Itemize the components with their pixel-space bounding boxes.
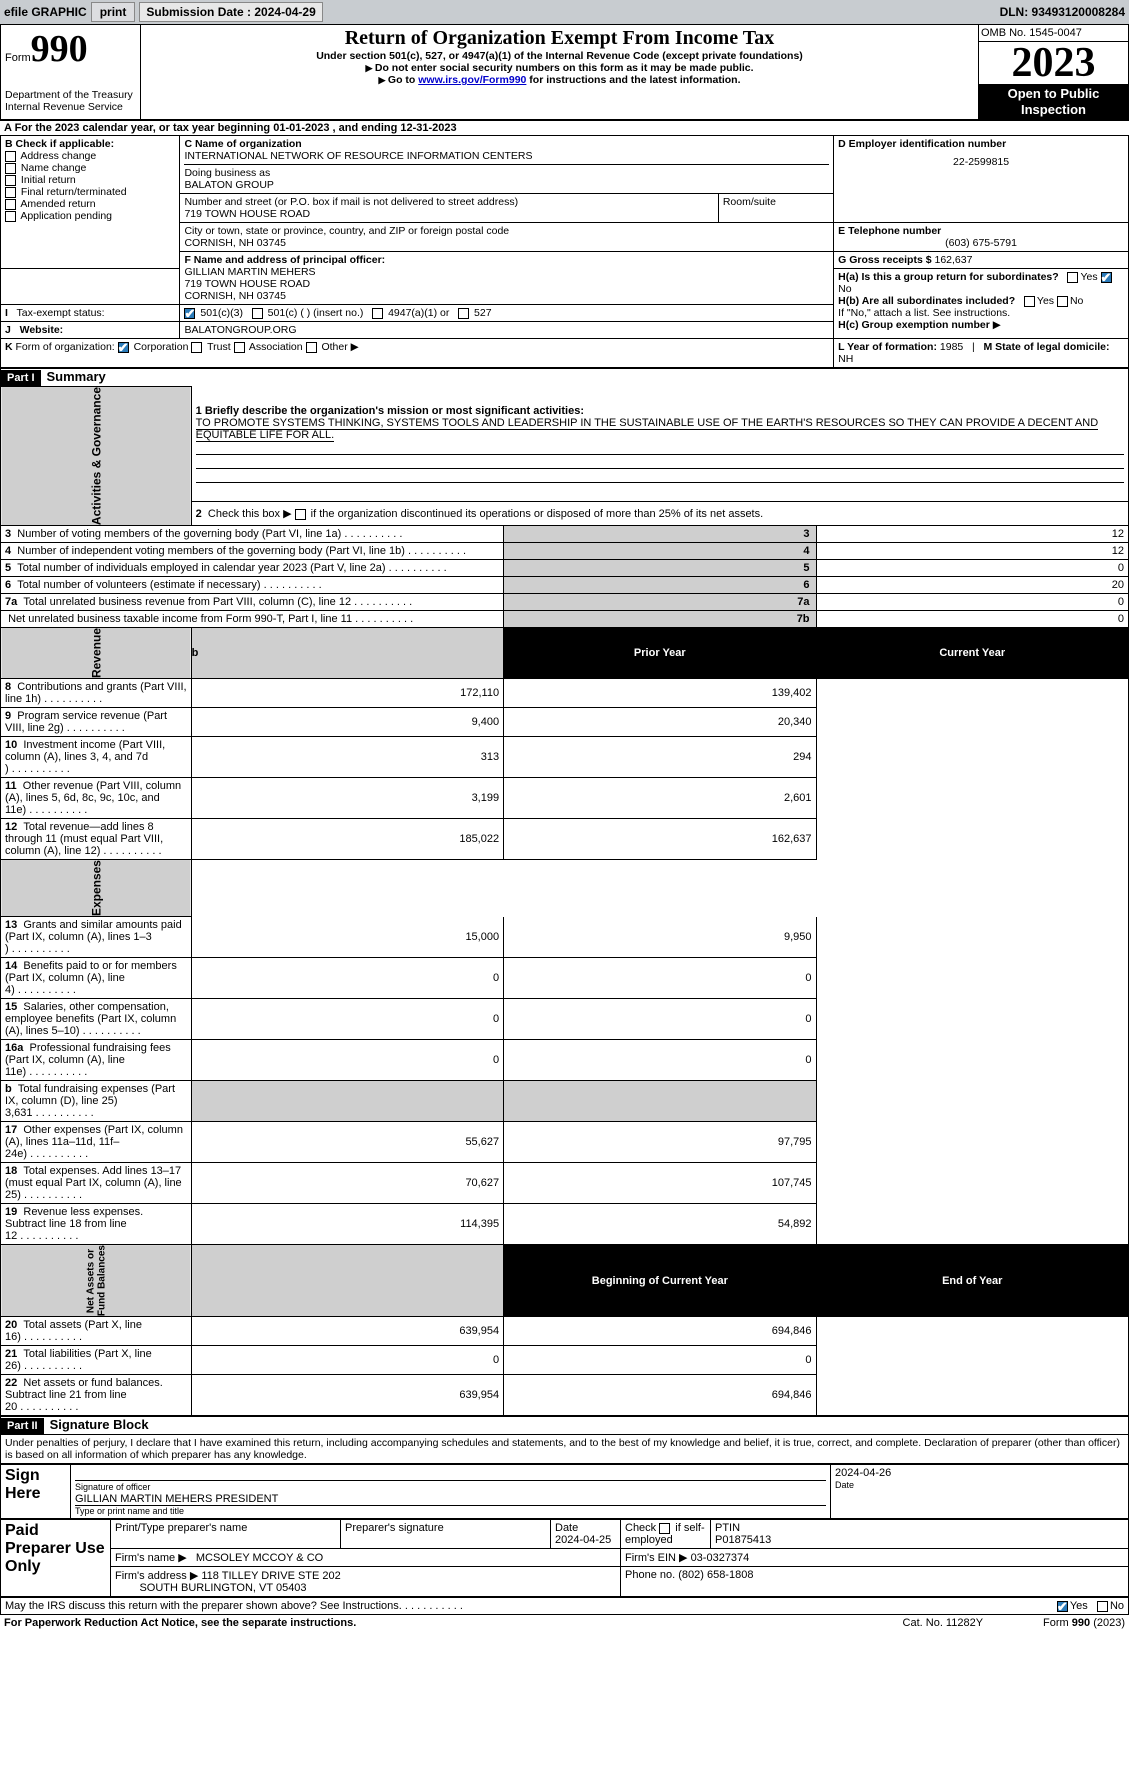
officer-addr2: CORNISH, NH 03745 bbox=[184, 290, 286, 302]
check-item: Address change bbox=[5, 150, 175, 162]
main-info-block: B Check if applicable: Address change Na… bbox=[0, 135, 1129, 368]
part-i-bar: Part I bbox=[1, 370, 41, 386]
row-m-label: M State of legal domicile: bbox=[983, 341, 1109, 353]
vlabel-exp: Expenses bbox=[1, 860, 192, 917]
col-end: End of Year bbox=[816, 1245, 1128, 1317]
discuss-row: May the IRS discuss this return with the… bbox=[0, 1597, 1129, 1615]
print-button[interactable]: print bbox=[91, 2, 136, 22]
sig-officer-label: Signature of officer bbox=[75, 1482, 150, 1492]
irs-link[interactable]: www.irs.gov/Form990 bbox=[418, 74, 526, 86]
row-l-label: L Year of formation: bbox=[838, 341, 937, 353]
org-name: INTERNATIONAL NETWORK OF RESOURCE INFORM… bbox=[184, 150, 532, 162]
h-b-note: If "No," attach a list. See instructions… bbox=[838, 307, 1124, 319]
box-b-title: B Check if applicable: bbox=[5, 138, 175, 150]
check-item: Amended return bbox=[5, 198, 175, 210]
type-print-label: Type or print name and title bbox=[75, 1505, 826, 1516]
sign-here: Sign Here bbox=[1, 1465, 71, 1519]
officer-name: GILLIAN MARTIN MEHERS bbox=[184, 266, 315, 278]
row-k-label: Form of organization: bbox=[16, 341, 115, 353]
phone-value: (603) 675-5791 bbox=[838, 237, 1124, 249]
part-ii-bar: Part II bbox=[1, 1418, 44, 1434]
box-e-label: E Telephone number bbox=[838, 225, 941, 237]
q1-label: 1 Briefly describe the organization's mi… bbox=[196, 405, 584, 417]
form-container: Form990 Department of the Treasury Inter… bbox=[0, 24, 1129, 120]
row-j-label: Website: bbox=[20, 324, 64, 336]
efile-label: efile GRAPHIC bbox=[4, 5, 87, 19]
sig-date: 2024-04-26 bbox=[835, 1467, 1124, 1479]
form-subtitle-1: Under section 501(c), 527, or 4947(a)(1)… bbox=[145, 50, 974, 62]
street-label: Number and street (or P.O. box if mail i… bbox=[184, 196, 518, 208]
row-i-label: Tax-exempt status: bbox=[16, 307, 104, 319]
paid-preparer: Paid Preparer Use Only bbox=[1, 1520, 111, 1597]
h-c: H(c) Group exemption number ▶ bbox=[838, 319, 1124, 331]
tax-year: 2023 bbox=[979, 42, 1128, 84]
gross-receipts: 162,637 bbox=[934, 254, 972, 266]
col-current: Current Year bbox=[816, 628, 1128, 679]
box-f-label: F Name and address of principal officer: bbox=[184, 254, 385, 266]
part-ii: Part IISignature Block Under penalties o… bbox=[0, 1416, 1129, 1464]
top-toolbar: efile GRAPHIC print Submission Date : 20… bbox=[0, 0, 1129, 24]
vlabel-ag: Activities & Governance bbox=[1, 387, 192, 526]
vlabel-net: Net Assets or Fund Balances bbox=[1, 1245, 192, 1317]
dept-label: Department of the Treasury Internal Reve… bbox=[5, 89, 136, 113]
open-public: Open to Public Inspection bbox=[979, 84, 1128, 119]
sign-here-block: Sign Here Signature of officer GILLIAN M… bbox=[0, 1464, 1129, 1519]
box-g-label: G Gross receipts $ bbox=[838, 254, 931, 266]
form-word: Form bbox=[5, 52, 31, 64]
form-number: 990 bbox=[31, 28, 88, 70]
declaration: Under penalties of perjury, I declare th… bbox=[1, 1435, 1129, 1464]
officer-sig-name: GILLIAN MARTIN MEHERS PRESIDENT bbox=[75, 1493, 278, 1505]
part-i-title: Summary bbox=[41, 369, 106, 384]
box-d-label: D Employer identification number bbox=[838, 138, 1006, 150]
ein-value: 22-2599815 bbox=[838, 150, 1124, 174]
officer-addr1: 719 TOWN HOUSE ROAD bbox=[184, 278, 310, 290]
col-prior: Prior Year bbox=[504, 628, 816, 679]
submission-date: Submission Date : 2024-04-29 bbox=[139, 2, 322, 22]
check-item: Name change bbox=[5, 162, 175, 174]
part-ii-title: Signature Block bbox=[44, 1417, 149, 1432]
form-subtitle-2: Do not enter social security numbers on … bbox=[145, 62, 974, 74]
form-subtitle-3: Go to www.irs.gov/Form990 for instructio… bbox=[145, 74, 974, 86]
h-b: H(b) Are all subordinates included? Yes … bbox=[838, 295, 1124, 307]
street-value: 719 TOWN HOUSE ROAD bbox=[184, 208, 310, 220]
city-value: CORNISH, NH 03745 bbox=[184, 237, 286, 249]
dln-label: DLN: 93493120008284 bbox=[1000, 5, 1125, 19]
section-a: A For the 2023 calendar year, or tax yea… bbox=[0, 120, 1129, 135]
part-i: Part ISummary Activities & Governance 1 … bbox=[0, 368, 1129, 1416]
paid-preparer-block: Paid Preparer Use Only Print/Type prepar… bbox=[0, 1519, 1129, 1597]
col-begin: Beginning of Current Year bbox=[504, 1245, 816, 1317]
website-value: BALATONGROUP.ORG bbox=[184, 324, 296, 336]
form-title: Return of Organization Exempt From Incom… bbox=[145, 27, 974, 50]
footer: For Paperwork Reduction Act Notice, see … bbox=[0, 1615, 1129, 1631]
h-a: H(a) Is this a group return for subordin… bbox=[838, 271, 1124, 295]
box-c-label: C Name of organization bbox=[184, 138, 301, 150]
q2: Check this box ▶ if the organization dis… bbox=[208, 508, 763, 520]
dba-value: BALATON GROUP bbox=[184, 179, 273, 191]
check-item: Final return/terminated bbox=[5, 186, 175, 198]
city-label: City or town, state or province, country… bbox=[184, 225, 509, 237]
check-item: Application pending bbox=[5, 210, 175, 222]
q1-value: TO PROMOTE SYSTEMS THINKING, SYSTEMS TOO… bbox=[196, 417, 1098, 442]
check-item: Initial return bbox=[5, 174, 175, 186]
vlabel-rev: Revenue bbox=[1, 628, 192, 679]
sig-date-label: Date bbox=[835, 1480, 854, 1490]
room-label: Room/suite bbox=[723, 196, 776, 208]
dba-label: Doing business as bbox=[184, 167, 270, 179]
